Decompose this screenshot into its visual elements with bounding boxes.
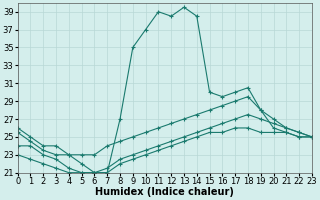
X-axis label: Humidex (Indice chaleur): Humidex (Indice chaleur): [95, 187, 234, 197]
